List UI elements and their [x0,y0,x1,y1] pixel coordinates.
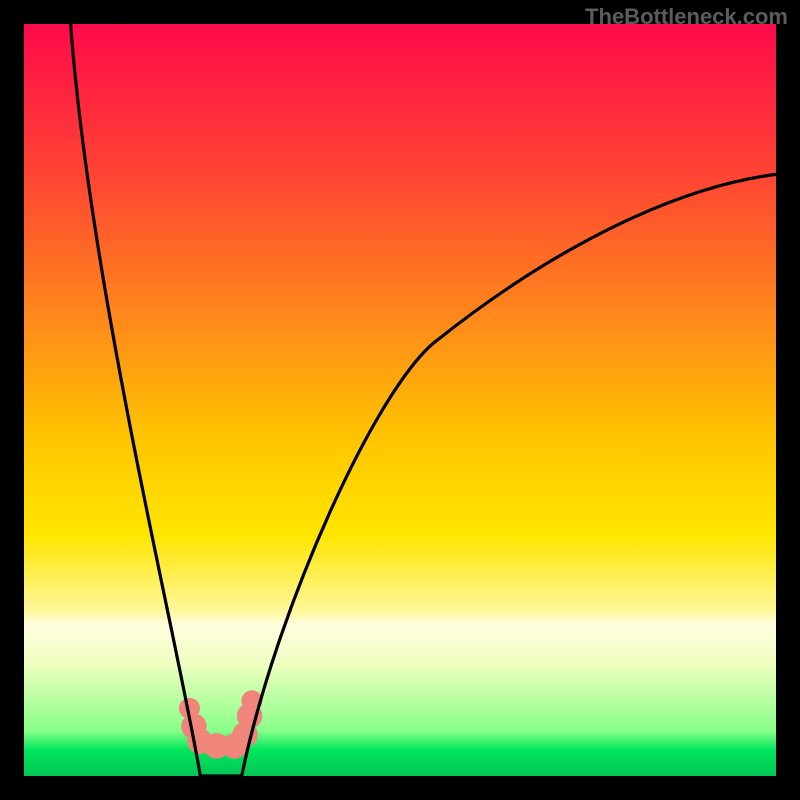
bottleneck-chart-svg [0,0,800,800]
chart-container: TheBottleneck.com [0,0,800,800]
watermark-label: TheBottleneck.com [585,4,788,30]
gradient-background [24,24,776,776]
